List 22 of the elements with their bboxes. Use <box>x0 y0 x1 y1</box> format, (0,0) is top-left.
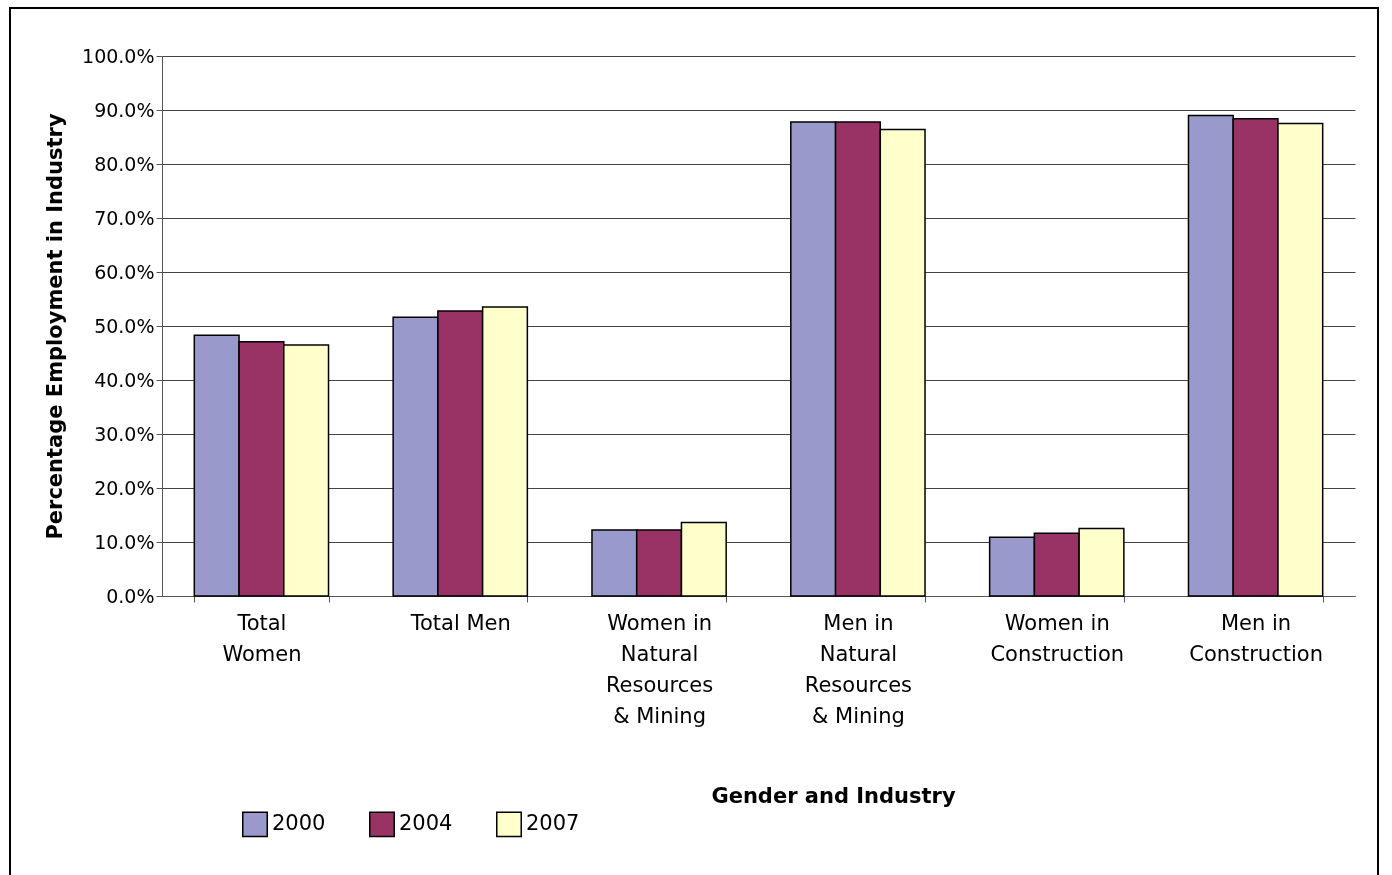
legend-label: 2004 <box>399 811 453 836</box>
y-tick-label: 80.0% <box>94 152 155 175</box>
y-tick-label: 90.0% <box>94 98 155 121</box>
x-axis-title: Gender and Industry <box>711 783 956 808</box>
legend-label: 2007 <box>526 811 580 836</box>
x-tick-label: Total Men <box>409 610 511 635</box>
x-tick-label: Men in Natural Resources & Mining <box>804 610 913 728</box>
y-tick-label: 30.0% <box>94 422 155 445</box>
x-tick-label: Men in Construction <box>1189 610 1323 666</box>
y-tick-label: 20.0% <box>94 476 155 499</box>
y-tick-label: 0.0% <box>106 584 155 607</box>
x-tick-label: Total Women <box>222 610 302 666</box>
x-tick-label: Women in Natural Resources & Mining <box>605 610 714 728</box>
y-axis-title: Percentage Employment in Industry <box>43 113 68 540</box>
y-tick-label: 50.0% <box>94 314 155 337</box>
y-tick-label: 40.0% <box>94 368 155 391</box>
y-tick-label: 60.0% <box>94 260 155 283</box>
x-tick-label: Women in Construction <box>990 610 1125 666</box>
y-tick-label: 10.0% <box>94 530 155 553</box>
legend-label: 2000 <box>272 811 326 836</box>
y-tick-label: 100.0% <box>82 44 155 67</box>
y-tick-label: 70.0% <box>94 206 155 229</box>
